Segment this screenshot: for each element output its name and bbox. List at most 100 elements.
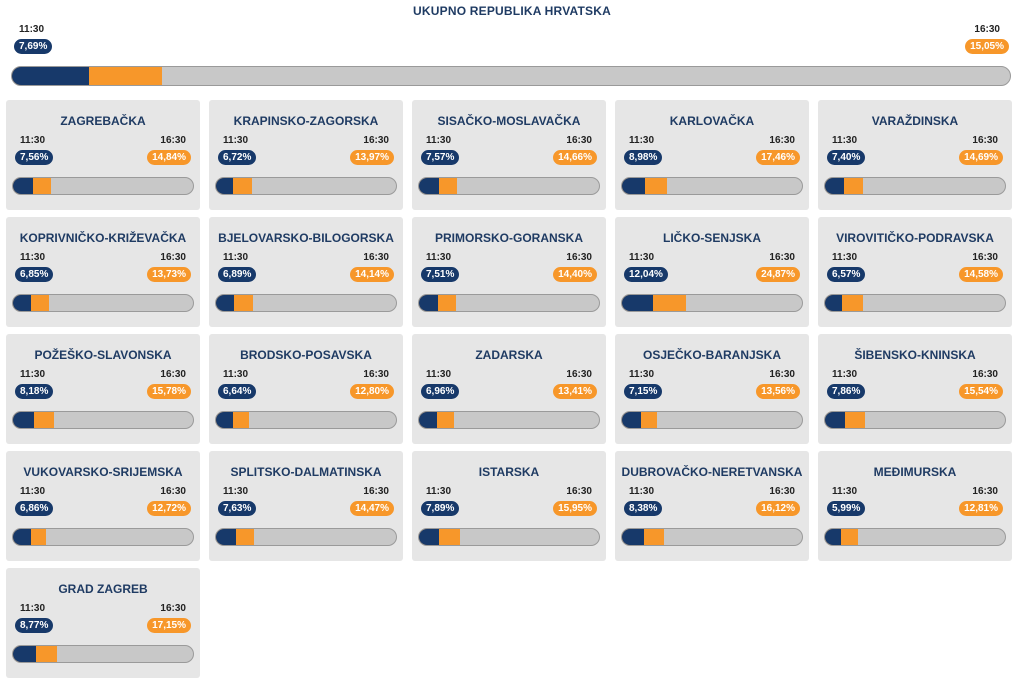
county-bar-1130-segment (419, 412, 438, 428)
county-value-1630: 14,69% (959, 150, 1003, 165)
county-time-1: 11:30 (832, 252, 858, 263)
county-time-2: 16:30 (160, 486, 186, 497)
county-time-1: 11:30 (832, 369, 858, 380)
county-card: VARAŽDINSKA 11:30 16:30 7,40% 14,69% (818, 100, 1012, 210)
county-turnout-bar (215, 528, 397, 546)
county-time-1: 11:30 (223, 252, 249, 263)
county-value-1630: 14,66% (553, 150, 597, 165)
county-time-2: 16:30 (769, 369, 795, 380)
county-card: KARLOVAČKA 11:30 16:30 8,98% 17,46% (615, 100, 809, 210)
county-card: ISTARSKA 11:30 16:30 7,89% 15,95% (412, 451, 606, 561)
national-value-1630: 15,05% (965, 39, 1009, 54)
county-value-1630: 17,15% (147, 618, 191, 633)
county-bar-1130-segment (216, 529, 236, 545)
county-time-2: 16:30 (566, 135, 592, 146)
county-value-1130: 7,15% (624, 384, 663, 399)
county-bar-1130-segment (419, 178, 439, 194)
county-value-1630: 17,46% (756, 150, 800, 165)
county-time-1: 11:30 (223, 369, 249, 380)
county-card: VIROVITIČKO-PODRAVSKA 11:30 16:30 6,57% 14,5… (818, 217, 1012, 327)
county-value-1130: 6,72% (218, 150, 257, 165)
county-card: POŽEŠKO-SLAVONSKA 11:30 16:30 8,18% 15,78% (6, 334, 200, 444)
county-turnout-bar (418, 528, 600, 546)
county-name: VARAŽDINSKA (871, 114, 959, 128)
county-turnout-bar (12, 411, 194, 429)
county-time-2: 16:30 (769, 135, 795, 146)
county-card: PRIMORSKO-GORANSKA 11:30 16:30 7,51% 14,40% (412, 217, 606, 327)
county-value-1630: 13,73% (147, 267, 191, 282)
county-time-2: 16:30 (769, 486, 795, 497)
county-grid: ZAGREBAČKA 11:30 16:30 7,56% 14,84% KRAPINSKO… (6, 100, 1016, 678)
county-value-1130: 6,85% (15, 267, 54, 282)
county-turnout-bar (12, 645, 194, 663)
county-card: KRAPINSKO-ZAGORSKA 11:30 16:30 6,72% 13,97% (209, 100, 403, 210)
county-value-1130: 6,96% (421, 384, 460, 399)
county-value-1630: 15,54% (959, 384, 1003, 399)
county-time-2: 16:30 (160, 603, 186, 614)
national-bar-1130-segment (12, 67, 89, 85)
county-turnout-bar (418, 177, 600, 195)
county-turnout-bar (824, 177, 1006, 195)
county-value-1130: 5,99% (827, 501, 866, 516)
county-card: LIČKO-SENJSKA 11:30 16:30 12,04% 24,87% (615, 217, 809, 327)
county-value-1630: 13,41% (553, 384, 597, 399)
county-time-1: 11:30 (832, 135, 858, 146)
county-value-1130: 8,18% (15, 384, 54, 399)
county-bar-1130-segment (216, 412, 234, 428)
county-time-2: 16:30 (972, 369, 998, 380)
county-turnout-bar (418, 411, 600, 429)
county-card: OSJEČKO-BARANJSKA 11:30 16:30 7,15% 13,56% (615, 334, 809, 444)
county-name: BJELOVARSKO-BILOGORSKA (218, 231, 394, 245)
county-turnout-bar (215, 177, 397, 195)
county-time-1: 11:30 (426, 486, 452, 497)
county-turnout-bar (824, 411, 1006, 429)
county-bar-1130-segment (825, 412, 846, 428)
county-name: SISAČKO-MOSLAVAČKA (437, 114, 581, 128)
county-name: OSJEČKO-BARANJSKA (642, 348, 782, 362)
county-time-1: 11:30 (20, 486, 46, 497)
county-time-1: 11:30 (629, 135, 655, 146)
county-value-1630: 14,47% (350, 501, 394, 516)
county-value-1630: 14,58% (959, 267, 1003, 282)
county-value-1130: 6,64% (218, 384, 257, 399)
county-value-1130: 8,38% (624, 501, 663, 516)
county-time-2: 16:30 (566, 486, 592, 497)
county-value-1130: 7,63% (218, 501, 257, 516)
county-value-1130: 6,86% (15, 501, 54, 516)
county-turnout-bar (12, 177, 194, 195)
county-time-2: 16:30 (363, 135, 389, 146)
county-name: KOPRIVNIČKO-KRIŽEVAČKA (19, 231, 187, 245)
county-turnout-bar (418, 294, 600, 312)
national-turnout-bar (11, 66, 1011, 86)
county-bar-1130-segment (13, 646, 36, 662)
county-card: KOPRIVNIČKO-KRIŽEVAČKA 11:30 16:30 6,85% 13,… (6, 217, 200, 327)
county-value-1630: 15,78% (147, 384, 191, 399)
county-name: ISTARSKA (478, 465, 540, 479)
county-name: ŠIBENSKO-KNINSKA (854, 348, 976, 362)
county-name: POŽEŠKO-SLAVONSKA (34, 348, 172, 362)
county-turnout-bar (621, 528, 803, 546)
county-time-2: 16:30 (363, 252, 389, 263)
county-bar-1130-segment (622, 412, 641, 428)
county-name: PRIMORSKO-GORANSKA (434, 231, 583, 245)
county-card: ZAGREBAČKA 11:30 16:30 7,56% 14,84% (6, 100, 200, 210)
county-card: VUKOVARSKO-SRIJEMSKA 11:30 16:30 6,86% 12,72… (6, 451, 200, 561)
county-card: BRODSKO-POSAVSKA 11:30 16:30 6,64% 12,80% (209, 334, 403, 444)
county-bar-1130-segment (13, 529, 31, 545)
county-time-1: 11:30 (426, 252, 452, 263)
national-summary: UKUPNO REPUBLIKA HRVATSKA 11:30 7,69% 16… (0, 0, 1024, 96)
county-card: BJELOVARSKO-BILOGORSKA 11:30 16:30 6,89% 14,… (209, 217, 403, 327)
county-bar-1130-segment (622, 529, 644, 545)
county-bar-1130-segment (622, 178, 646, 194)
county-turnout-bar (215, 411, 397, 429)
county-bar-1130-segment (419, 529, 440, 545)
county-card: SPLITSKO-DALMATINSKA 11:30 16:30 7,63% 14,47… (209, 451, 403, 561)
county-time-2: 16:30 (160, 252, 186, 263)
county-turnout-bar (621, 294, 803, 312)
county-turnout-bar (215, 294, 397, 312)
county-value-1630: 12,72% (147, 501, 191, 516)
county-bar-1130-segment (622, 295, 654, 311)
county-time-1: 11:30 (629, 486, 655, 497)
national-time-2: 16:30 (974, 24, 1000, 35)
county-time-2: 16:30 (972, 252, 998, 263)
